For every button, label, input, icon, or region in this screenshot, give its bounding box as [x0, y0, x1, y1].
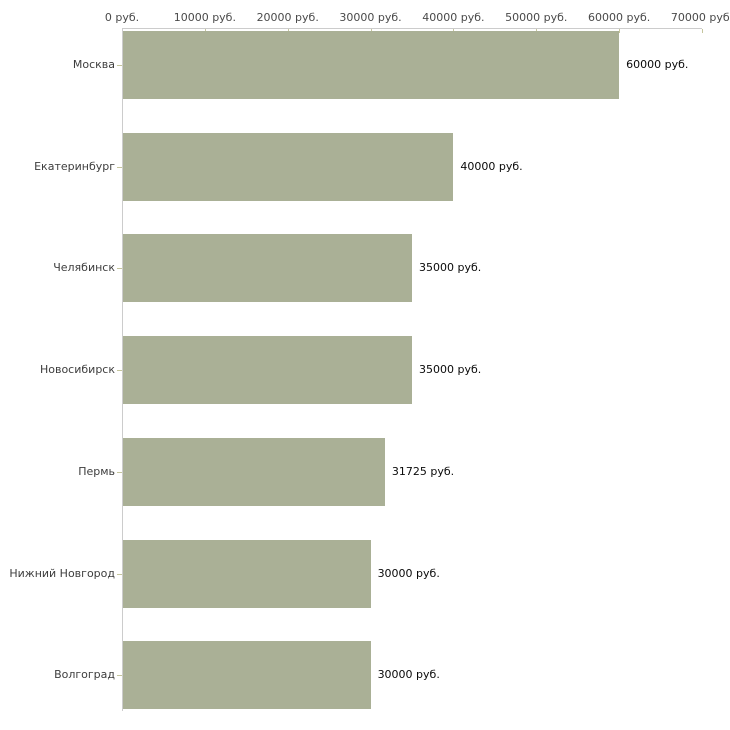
bar-6 — [123, 539, 371, 608]
category-tick-mark — [117, 268, 122, 270]
category-label: Волгоград — [54, 668, 115, 682]
x-tick-label: 40000 руб. — [422, 11, 485, 24]
value-label: 31725 руб. — [391, 464, 455, 478]
bar-5 — [123, 437, 385, 506]
bar-7 — [123, 641, 371, 710]
bar-1 — [123, 31, 620, 99]
category-label: Екатеринбург — [34, 159, 115, 173]
category-tick-mark — [117, 65, 122, 66]
value-label: 35000 руб. — [419, 363, 482, 377]
category-label: Нижний Новгород — [9, 566, 115, 580]
category-label: Москва — [72, 58, 115, 71]
value-label: 30000 руб. — [377, 668, 440, 682]
value-label: 30000 руб. — [377, 566, 440, 580]
x-tick-label: 20000 руб. — [256, 11, 319, 24]
category-tick-mark — [117, 166, 122, 168]
x-tick-label: 50000 руб. — [505, 11, 568, 24]
x-tick-label: 60000 руб. — [588, 11, 651, 24]
x-tick-label: 0 руб. — [104, 11, 140, 24]
value-label: 60000 руб. — [626, 58, 689, 71]
category-tick-mark — [117, 675, 122, 677]
value-label: 40000 руб. — [460, 159, 523, 173]
y-axis-line — [122, 28, 123, 712]
value-label: 35000 руб. — [419, 261, 482, 275]
bar-3 — [123, 234, 412, 303]
x-tick-label: 30000 руб. — [339, 11, 402, 24]
bar-2 — [123, 132, 454, 201]
x-tick-mark — [619, 29, 621, 33]
category-tick-mark — [117, 471, 122, 473]
x-tick-mark — [702, 29, 703, 33]
x-tick-label: 70000 руб. — [670, 11, 730, 24]
category-tick-mark — [117, 573, 122, 575]
category-tick-mark — [117, 370, 122, 372]
bar-4 — [123, 336, 412, 405]
category-label: Пермь — [78, 464, 115, 478]
x-tick-label: 10000 руб. — [173, 11, 236, 24]
x-axis-line — [122, 28, 702, 29]
category-label: Челябинск — [53, 261, 115, 275]
category-label: Новосибирск — [39, 363, 115, 377]
